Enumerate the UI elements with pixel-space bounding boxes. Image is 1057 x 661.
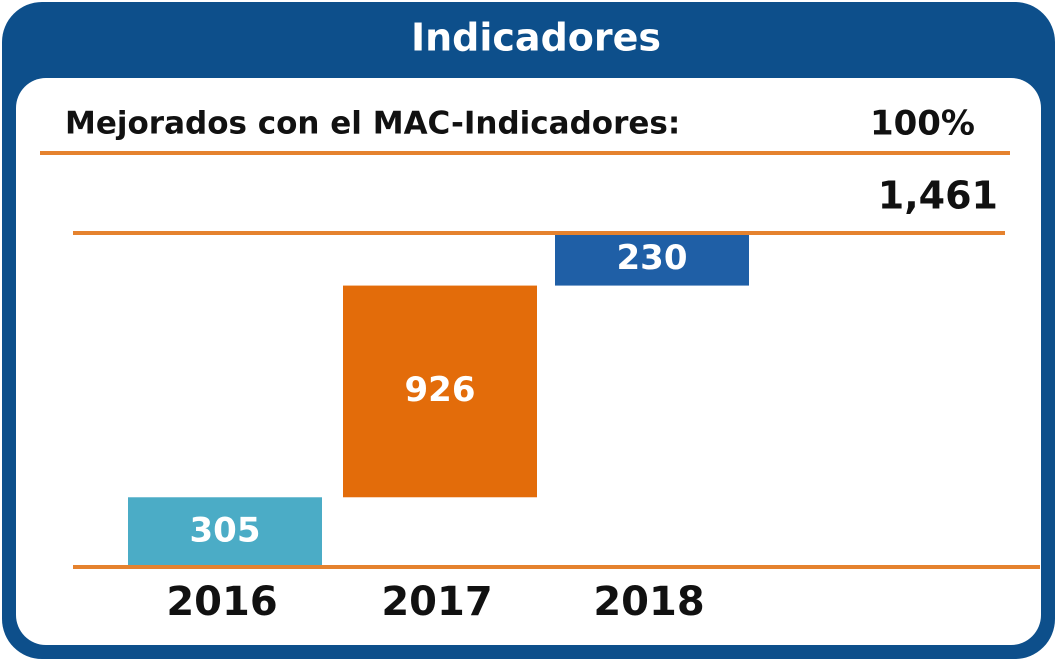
value-label: 230: [617, 238, 688, 278]
bar: [128, 497, 322, 567]
x-tick-label: 2018: [593, 579, 704, 625]
x-tick-label: 2017: [381, 579, 492, 625]
x-tick-label: 2016: [166, 579, 277, 625]
subtitle: Mejorados con el MAC-Indicadores:: [65, 106, 680, 142]
chart-title: Indicadores: [411, 16, 661, 60]
value-label: 305: [190, 511, 261, 551]
subtitle-value: 100%: [870, 104, 975, 144]
total-label: 1,461: [878, 174, 998, 218]
bar: [343, 285, 537, 498]
value-label: 926: [405, 370, 476, 410]
bar: [555, 233, 749, 286]
